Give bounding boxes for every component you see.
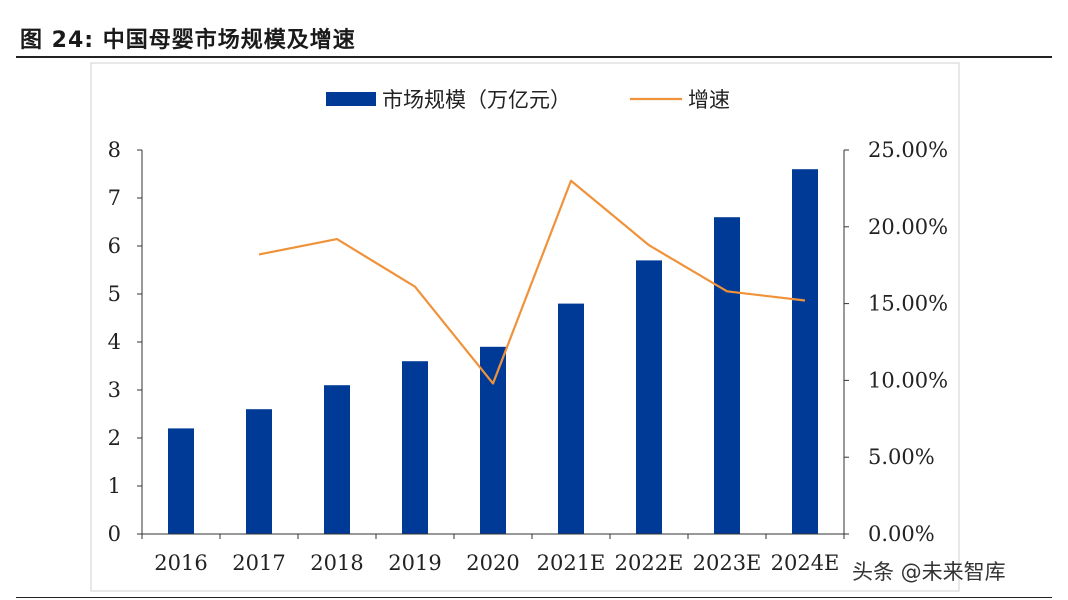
left-tick-label: 3: [108, 378, 121, 402]
bottom-rule: [16, 597, 1052, 598]
x-tick-label: 2017: [232, 551, 285, 575]
bar-2022e: [636, 260, 662, 534]
x-tick-label: 2022E: [615, 551, 684, 575]
x-tick-label: 2021E: [537, 551, 606, 575]
bar-2020: [480, 346, 506, 534]
right-tick-label: 15.00%: [868, 292, 948, 316]
x-tick-label: 2024E: [771, 551, 840, 575]
bar-2016: [168, 428, 194, 534]
left-tick-label: 8: [108, 138, 121, 162]
bar-2018: [324, 385, 350, 534]
left-tick-label: 4: [108, 330, 121, 354]
top-rule: [16, 56, 1052, 58]
bar-series: [168, 169, 818, 534]
legend-bar-label: 市场规模（万亿元）: [382, 88, 571, 112]
watermark: 头条 @未来智库: [852, 560, 1006, 584]
left-tick-label: 2: [108, 426, 121, 450]
legend: 市场规模（万亿元） 增速: [326, 88, 730, 112]
right-tick-label: 0.00%: [868, 522, 935, 546]
bar-2021e: [558, 303, 584, 534]
left-tick-label: 5: [108, 282, 121, 306]
right-tick-label: 10.00%: [868, 368, 948, 392]
left-tick-label: 7: [108, 186, 121, 210]
x-tick-label: 2023E: [693, 551, 762, 575]
bar-2019: [402, 361, 428, 534]
x-tick-label: 2020: [466, 551, 519, 575]
bar-2023e: [714, 217, 740, 534]
x-tick-label: 2019: [388, 551, 441, 575]
left-tick-label: 0: [108, 522, 121, 546]
growth-line: [258, 179, 806, 385]
left-tick-label: 1: [108, 474, 121, 498]
line-series: [258, 179, 806, 385]
x-tick-label: 2018: [310, 551, 363, 575]
chart-frame: [90, 62, 960, 592]
right-tick-label: 5.00%: [868, 445, 935, 469]
bar-2024e: [792, 169, 818, 534]
figure-title: 图 24: 中国母婴市场规模及增速: [20, 28, 356, 53]
x-tick-label: 2016: [154, 551, 207, 575]
bar-2017: [246, 409, 272, 534]
left-tick-label: 6: [108, 234, 121, 258]
right-tick-label: 20.00%: [868, 215, 948, 239]
axes: 0 1 2 3 4 5 6 7 8 0.00% 5.00% 10.00% 15.00% 20.00% 25.…: [108, 138, 948, 575]
legend-line-label: 增速: [688, 88, 730, 112]
legend-bar-swatch: [326, 92, 376, 106]
right-tick-label: 25.00%: [868, 138, 948, 162]
